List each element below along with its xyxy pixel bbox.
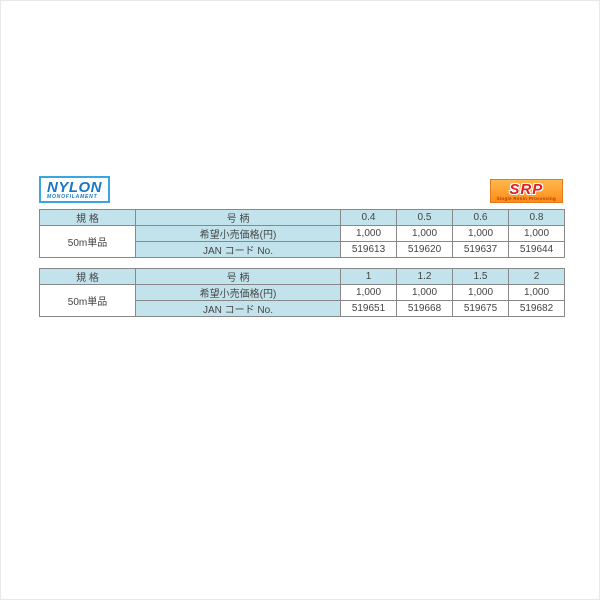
nylon-badge: NYLON MONOFILAMENT — [39, 176, 110, 203]
t1-h-c3: 0.6 — [453, 210, 509, 226]
t1-r1-c4: 1,000 — [509, 226, 565, 242]
t2-r2-c1: 519651 — [341, 301, 397, 317]
t2-r2-c4: 519682 — [509, 301, 565, 317]
badge-row: NYLON MONOFILAMENT SRP Single Resin Proc… — [39, 176, 563, 203]
t1-r2-c2: 519620 — [397, 242, 453, 258]
t2-r1-c2: 1,000 — [397, 285, 453, 301]
t2-h-c1: 1 — [341, 269, 397, 285]
nylon-badge-title: NYLON — [47, 180, 102, 195]
srp-badge: SRP Single Resin Processing — [490, 179, 563, 204]
spec-table-2: 規 格 号 柄 1 1.2 1.5 2 50m単品 希望小売価格(円) 1,00… — [39, 268, 565, 317]
t2-r1-c4: 1,000 — [509, 285, 565, 301]
t2-r2-c3: 519675 — [453, 301, 509, 317]
t2-h-spec: 規 格 — [40, 269, 136, 285]
srp-badge-subtitle: Single Resin Processing — [497, 197, 556, 202]
t2-h-c3: 1.5 — [453, 269, 509, 285]
t2-r1-label: 希望小売価格(円) — [136, 285, 341, 301]
t1-r1-c1: 1,000 — [341, 226, 397, 242]
t1-r2-label: JAN コード No. — [136, 242, 341, 258]
t1-r2-c1: 519613 — [341, 242, 397, 258]
t2-r1-c1: 1,000 — [341, 285, 397, 301]
t1-h-c2: 0.5 — [397, 210, 453, 226]
t1-r1-c2: 1,000 — [397, 226, 453, 242]
t1-h-label: 号 柄 — [136, 210, 341, 226]
t2-h-c2: 1.2 — [397, 269, 453, 285]
t1-h-spec: 規 格 — [40, 210, 136, 226]
t1-h-c1: 0.4 — [341, 210, 397, 226]
t1-spec: 50m単品 — [40, 226, 136, 258]
t2-h-c4: 2 — [509, 269, 565, 285]
spec-table-1: 規 格 号 柄 0.4 0.5 0.6 0.8 50m単品 希望小売価格(円) … — [39, 209, 565, 258]
t1-r2-c3: 519637 — [453, 242, 509, 258]
t2-spec: 50m単品 — [40, 285, 136, 317]
t1-r1-label: 希望小売価格(円) — [136, 226, 341, 242]
srp-badge-title: SRP — [497, 182, 556, 197]
t1-r2-c4: 519644 — [509, 242, 565, 258]
t1-h-c4: 0.8 — [509, 210, 565, 226]
t2-r1-c3: 1,000 — [453, 285, 509, 301]
t2-r2-label: JAN コード No. — [136, 301, 341, 317]
t2-h-label: 号 柄 — [136, 269, 341, 285]
t1-r1-c3: 1,000 — [453, 226, 509, 242]
nylon-badge-subtitle: MONOFILAMENT — [47, 195, 102, 200]
t2-r2-c2: 519668 — [397, 301, 453, 317]
